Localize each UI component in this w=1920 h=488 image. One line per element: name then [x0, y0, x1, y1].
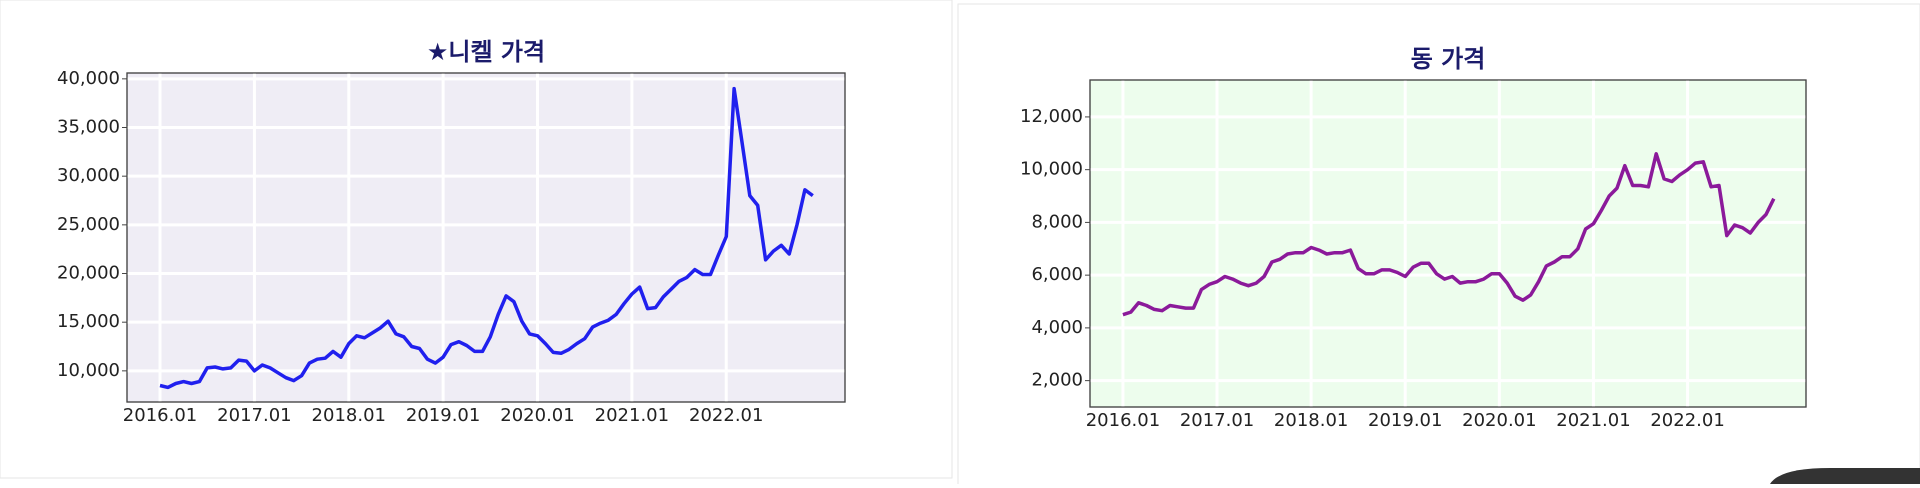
y-tick-label: 35,000	[57, 117, 120, 138]
chart-title: 동 가격	[1411, 45, 1486, 73]
y-tick-label: 20,000	[57, 263, 120, 284]
x-tick-label: 2016.01	[123, 405, 197, 426]
y-tick-label: 15,000	[57, 311, 120, 332]
x-tick-label: 2021.01	[595, 405, 669, 426]
x-tick-label: 2022.01	[1650, 410, 1724, 431]
chart-title: ★니켈 가격	[427, 38, 545, 66]
y-tick-label: 10,000	[57, 360, 120, 381]
y-tick-label: 4,000	[1031, 317, 1083, 338]
x-tick-label: 2017.01	[1180, 410, 1254, 431]
y-tick-label: 40,000	[57, 68, 120, 89]
y-tick-label: 6,000	[1031, 264, 1083, 285]
y-tick-label: 12,000	[1020, 106, 1083, 127]
x-tick-label: 2020.01	[1462, 410, 1536, 431]
x-tick-label: 2019.01	[406, 405, 480, 426]
y-tick-label: 8,000	[1031, 211, 1083, 232]
x-tick-label: 2022.01	[689, 405, 763, 426]
line	[159, 86, 814, 390]
y-tick-label: 2,000	[1031, 370, 1083, 391]
y-tick-label: 25,000	[57, 214, 120, 235]
x-tick-label: 2018.01	[312, 405, 386, 426]
x-tick-label: 2016.01	[1086, 410, 1160, 431]
x-tick-label: 2019.01	[1368, 410, 1442, 431]
plot-frame	[126, 72, 846, 403]
corner-button[interactable]	[1770, 468, 1920, 484]
x-tick-label: 2020.01	[500, 405, 574, 426]
x-tick-label: 2018.01	[1274, 410, 1348, 431]
x-tick-label: 2017.01	[217, 405, 291, 426]
line	[1122, 152, 1776, 317]
plot-area	[1089, 79, 1807, 408]
plot-area	[126, 72, 846, 403]
x-tick-label: 2021.01	[1556, 410, 1630, 431]
y-tick-label: 10,000	[1020, 159, 1083, 180]
y-tick-label: 30,000	[57, 165, 120, 186]
plot-frame	[1089, 79, 1807, 408]
